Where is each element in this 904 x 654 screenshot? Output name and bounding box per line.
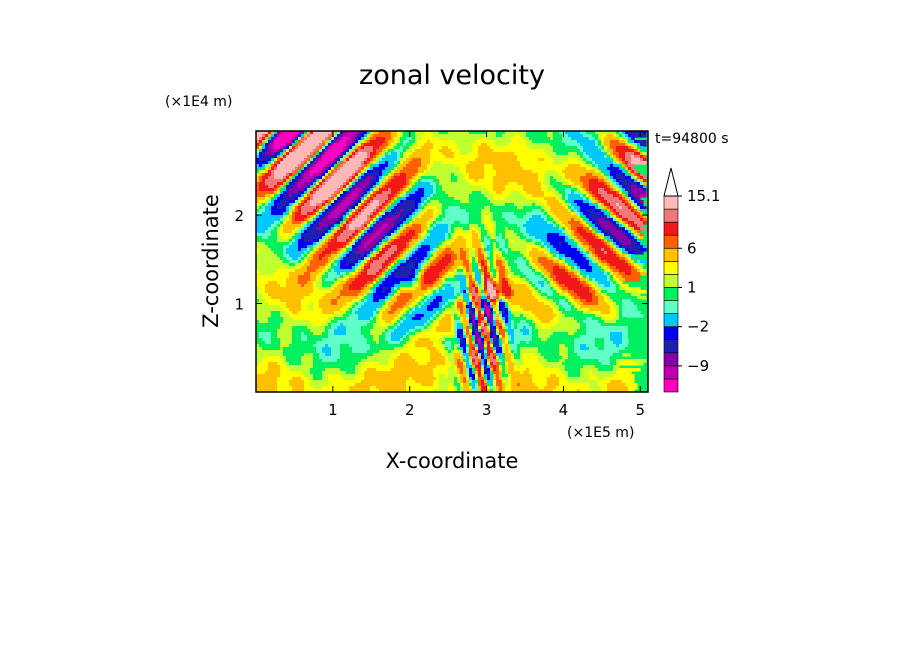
colorbar-label: 6 [687, 239, 697, 257]
x-tick-label: 2 [405, 401, 415, 419]
chart-title: zonal velocity [359, 60, 545, 91]
colorbar-swatch [663, 208, 679, 223]
colorbar-label: −2 [687, 318, 709, 336]
colorbar-swatch [663, 378, 679, 393]
colorbar-label: 15.1 [687, 187, 720, 205]
x-tick-label: 4 [559, 401, 569, 419]
colorbar-extend-arrow [663, 167, 679, 197]
colorbar-swatch [663, 247, 679, 262]
y-tick-label: 1 [234, 296, 244, 314]
x-axis: 1 2 3 4 5 [328, 131, 645, 419]
colorbar-swatch [663, 365, 679, 380]
x-tick-label: 5 [636, 401, 646, 419]
y-axis: 12 [234, 207, 648, 314]
colorbar-swatch [663, 313, 679, 327]
colorbar-swatch [663, 326, 679, 341]
y-scale-label: (×1E4 m) [165, 94, 232, 110]
x-scale-label: (×1E5 m) [567, 425, 634, 441]
x-tick-label: 3 [482, 401, 492, 419]
plot-frame [255, 130, 649, 393]
colorbar-swatch [663, 221, 679, 236]
x-axis-label: X-coordinate [386, 449, 519, 473]
time-label: t=94800 s [655, 131, 729, 147]
colorbar-label: −9 [687, 357, 709, 375]
colorbar-label: 1 [687, 278, 697, 296]
colorbar-swatch [663, 339, 679, 354]
colorbar-swatch [663, 195, 679, 210]
x-tick-label: 1 [328, 401, 338, 419]
colorbar-swatch [663, 274, 679, 288]
colorbar-swatch [663, 234, 679, 249]
colorbar: 15.1 6 1 −2 −9 [663, 167, 720, 393]
colorbar-swatch [663, 352, 679, 367]
colorbar-swatch [663, 261, 679, 275]
y-axis-label: Z-coordinate [199, 194, 223, 328]
colorbar-swatch [663, 287, 679, 301]
plot-area [256, 131, 648, 392]
y-tick-label: 2 [234, 207, 244, 225]
colorbar-swatch [663, 300, 679, 314]
velocity-field [256, 131, 647, 392]
